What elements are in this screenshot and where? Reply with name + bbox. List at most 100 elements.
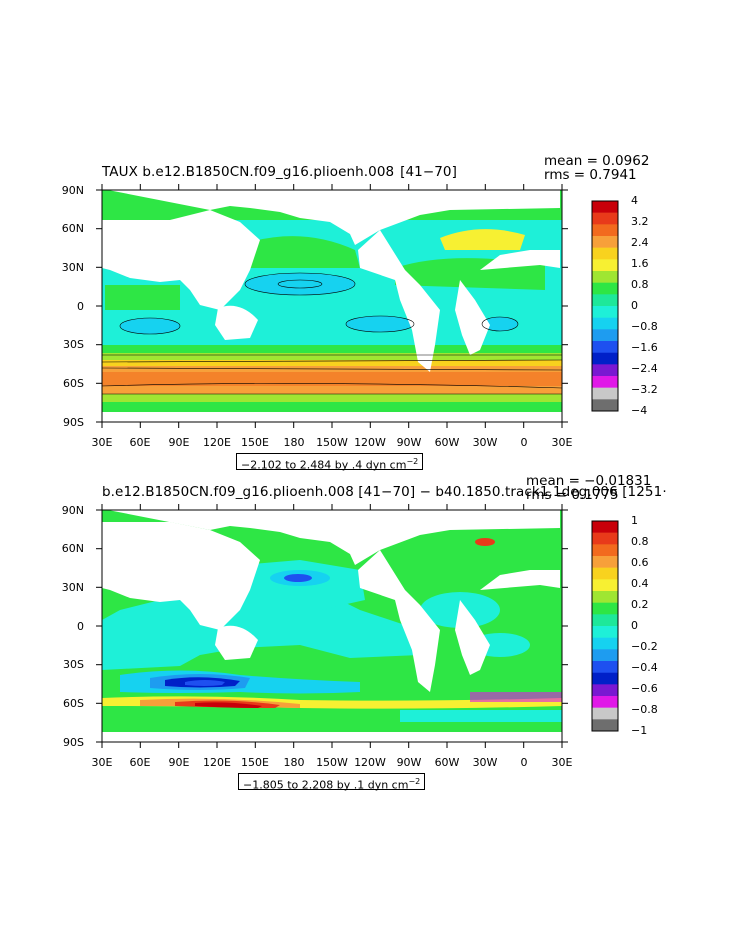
colorbar-label: −1 [631, 724, 648, 737]
colorbar-swatch [592, 544, 618, 557]
colorbar-swatch [592, 317, 618, 330]
colorbar-label: 0 [631, 299, 638, 312]
colorbar-swatch [592, 556, 618, 568]
lon-label: 60W [434, 756, 460, 769]
mean-value: mean = 0.0962 [544, 153, 650, 169]
colorbar-label: −0.4 [631, 661, 658, 674]
colorbar-label: 0.8 [631, 535, 649, 548]
lon-label: 180 [283, 756, 305, 769]
colorbar-label: 1.6 [631, 257, 649, 270]
colorbar-swatch [592, 579, 618, 592]
colorbar-swatch [592, 602, 618, 615]
colorbar-swatch [592, 224, 618, 237]
lon-label: 30E [91, 756, 113, 769]
colorbar-swatch [592, 521, 618, 533]
lon-label: 150E [241, 436, 269, 449]
colorbar-label: −0.2 [631, 640, 658, 653]
colorbar-label: −0.8 [631, 703, 658, 716]
lat-label: 60N [61, 542, 84, 555]
colorbar-label: −4 [631, 404, 648, 417]
colorbar-label: 0.6 [631, 556, 649, 569]
lon-label: 0 [520, 436, 528, 449]
lat-label: 30S [63, 658, 84, 671]
taux-difference-map-panel: b.e12.B1850CN.f09_g16.plioenh.008 [41−70… [0, 470, 733, 800]
rms-value: rms = 0.7941 [544, 167, 637, 183]
contour-range-label: −1.805 to 2.208 by .1 dyn cm−2 [238, 773, 426, 792]
colorbar-label: 3.2 [631, 215, 649, 228]
colorbar-swatch [592, 567, 618, 580]
lon-label: 30E [551, 436, 573, 449]
lon-label: 30W [472, 756, 498, 769]
colorbar-label: −3.2 [631, 383, 658, 396]
map-title: b.e12.B1850CN.f09_g16.plioenh.008 [41−70… [102, 484, 667, 500]
lat-label: 90S [63, 416, 84, 429]
lat-label: 0 [77, 300, 84, 313]
lon-label: 180 [283, 436, 305, 449]
map-plot [96, 184, 619, 428]
lon-label: 90E [168, 756, 190, 769]
lat-label: 90S [63, 736, 84, 749]
colorbar-swatch [592, 247, 618, 260]
lon-label: 90W [396, 436, 422, 449]
colorbar-label: −0.6 [631, 682, 658, 695]
colorbar-swatch [592, 696, 618, 708]
colorbar-frame [591, 200, 619, 412]
colorbar-label: −0.8 [631, 320, 658, 333]
colorbar-swatch [592, 532, 618, 545]
map-title: TAUX b.e12.B1850CN.f09_g16.plioenh.008 [… [102, 164, 457, 180]
colorbar-swatch [592, 626, 618, 638]
colorbar-swatch [592, 271, 618, 283]
lat-label: 30S [63, 338, 84, 351]
colorbar-swatch [592, 591, 618, 603]
lat-label: 0 [77, 620, 84, 633]
lat-label: 30N [61, 581, 84, 594]
colorbar-swatch [592, 212, 618, 225]
colorbar-label: 0.2 [631, 598, 649, 611]
colorbar-label: 1 [631, 514, 638, 527]
colorbar-swatch [592, 707, 618, 720]
lon-label: 60W [434, 436, 460, 449]
colorbar-swatch [592, 306, 618, 318]
colorbar-swatch [592, 201, 618, 213]
contour-range-label: −2.102 to 2.484 by .4 dyn cm−2 [236, 453, 424, 472]
colorbar-swatch [592, 672, 618, 685]
colorbar-swatch [592, 387, 618, 400]
colorbar-swatch [592, 352, 618, 365]
lon-label: 150W [316, 756, 348, 769]
mean-value: mean = −0.01831 [526, 473, 652, 489]
lon-label: 150W [316, 436, 348, 449]
lon-label: 30W [472, 436, 498, 449]
colorbar-swatch [592, 236, 618, 248]
colorbar-swatch [592, 649, 618, 662]
lat-label: 60S [63, 377, 84, 390]
colorbar [591, 520, 619, 732]
colorbar-swatch [592, 294, 618, 307]
lon-label: 120W [354, 756, 386, 769]
colorbar-frame [591, 520, 619, 732]
colorbar-swatch [592, 614, 618, 627]
colorbar-label: 4 [631, 194, 638, 207]
lon-label: 0 [520, 756, 528, 769]
colorbar-swatch [592, 637, 618, 650]
colorbar-swatch [592, 661, 618, 673]
colorbar-swatch [592, 259, 618, 272]
colorbar-swatch [592, 282, 618, 295]
lon-label: 60E [129, 756, 151, 769]
lon-label: 90W [396, 756, 422, 769]
taux-map-panel: TAUX b.e12.B1850CN.f09_g16.plioenh.008 [… [0, 150, 733, 480]
colorbar-swatch [592, 376, 618, 388]
map-plot [96, 504, 619, 748]
colorbar-label: −2.4 [631, 362, 658, 375]
lon-label: 90E [168, 436, 190, 449]
colorbar-swatch [592, 684, 618, 697]
colorbar-label: −1.6 [631, 341, 658, 354]
lon-label: 120E [203, 756, 231, 769]
lat-label: 90N [61, 184, 84, 197]
lat-label: 60N [61, 222, 84, 235]
lon-label: 30E [91, 436, 113, 449]
colorbar-label: 2.4 [631, 236, 649, 249]
colorbar-swatch [592, 364, 618, 377]
colorbar-swatch [592, 719, 618, 732]
lon-label: 120W [354, 436, 386, 449]
lat-label: 30N [61, 261, 84, 274]
